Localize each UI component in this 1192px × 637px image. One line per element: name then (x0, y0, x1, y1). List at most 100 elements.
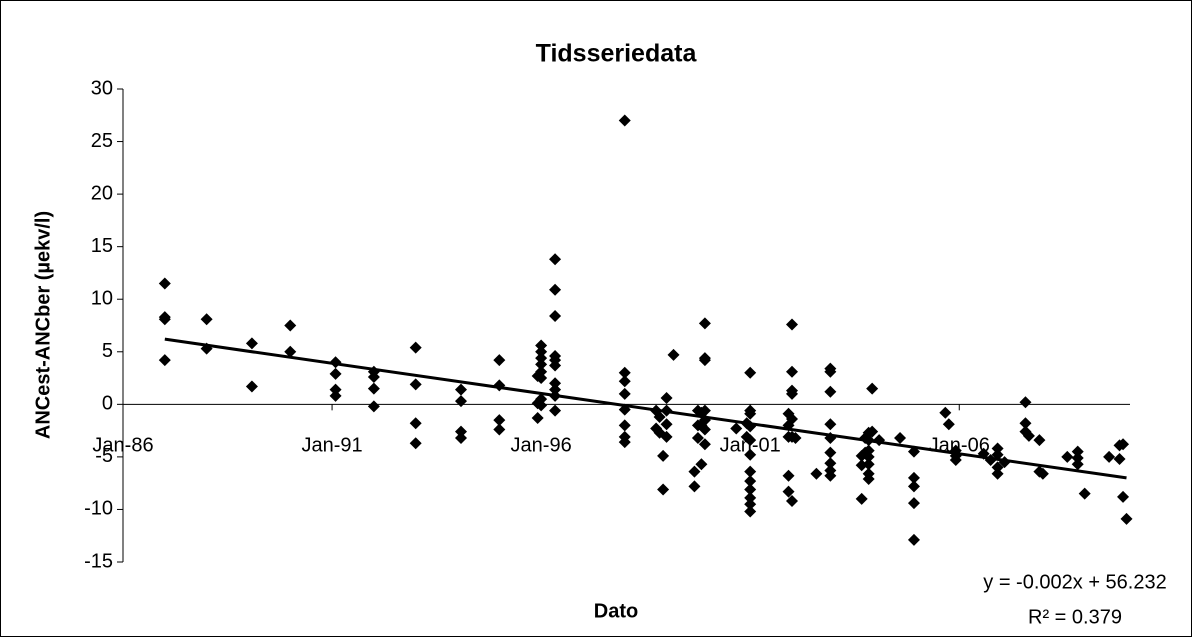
data-point (744, 483, 757, 496)
x-tick-label: Jan-96 (511, 435, 572, 457)
data-point (688, 480, 701, 493)
data-point (454, 431, 467, 444)
data-point (855, 492, 868, 505)
data-point (789, 431, 802, 444)
data-point (991, 442, 1004, 455)
data-point (786, 365, 799, 378)
y-tick-label: -10 (84, 498, 113, 520)
data-point (786, 413, 799, 426)
data-point (786, 387, 799, 400)
data-point (824, 446, 837, 459)
y-tick-label: 0 (102, 393, 113, 415)
data-point (866, 425, 879, 438)
data-point (991, 467, 1004, 480)
data-point (245, 337, 258, 350)
data-point (618, 387, 631, 400)
data-point (698, 423, 711, 436)
data-point (1071, 445, 1084, 458)
data-point (535, 352, 548, 365)
data-point (657, 449, 670, 462)
data-point (535, 365, 548, 378)
x-axis-title: Dato (594, 600, 638, 622)
data-point (1071, 458, 1084, 471)
y-tick-label: -5 (95, 445, 113, 467)
data-point (1078, 487, 1091, 500)
data-point (660, 418, 673, 431)
data-point (907, 471, 920, 484)
data-point (535, 393, 548, 406)
data-point (907, 480, 920, 493)
x-tick-label: Jan-86 (92, 435, 153, 457)
data-point (1117, 490, 1130, 503)
data-point (618, 114, 631, 127)
data-point (1036, 467, 1049, 480)
data-point (744, 434, 757, 447)
data-point (409, 378, 422, 391)
data-point (549, 377, 562, 390)
data-point (284, 319, 297, 332)
data-point (782, 485, 795, 498)
trend-equation: y = -0.002x + 56.232 (983, 571, 1166, 593)
data-point (535, 358, 548, 371)
data-point (744, 498, 757, 511)
data-point (862, 444, 875, 457)
data-point (786, 318, 799, 331)
data-point (657, 483, 670, 496)
data-point (691, 431, 704, 444)
data-point (695, 458, 708, 471)
data-point (535, 339, 548, 352)
data-point (549, 253, 562, 266)
data-point (824, 418, 837, 431)
y-tick-label: 25 (91, 130, 113, 152)
data-point (660, 392, 673, 405)
data-point (824, 385, 837, 398)
data-point (1061, 450, 1074, 463)
data-point (824, 365, 837, 378)
y-tick-label: 5 (102, 340, 113, 362)
data-point (907, 497, 920, 510)
data-point (698, 354, 711, 367)
data-point (454, 395, 467, 408)
data-point (667, 348, 680, 361)
data-point (409, 437, 422, 450)
data-point (660, 430, 673, 443)
data-point (1113, 452, 1126, 465)
data-point (730, 422, 743, 435)
y-tick-label: -15 (84, 550, 113, 572)
data-point (409, 341, 422, 354)
data-point (535, 345, 548, 358)
trend-r-squared: R² = 0.379 (1028, 606, 1122, 628)
data-point (744, 505, 757, 518)
trendline (164, 337, 1127, 480)
data-point (688, 465, 701, 478)
data-point (454, 383, 467, 396)
data-point (618, 436, 631, 449)
data-point (618, 366, 631, 379)
data-point (1022, 429, 1035, 442)
data-point (618, 419, 631, 432)
data-point (744, 407, 757, 420)
y-tick-label: 30 (91, 77, 113, 99)
data-point (1120, 512, 1133, 525)
data-point (1117, 438, 1130, 451)
data-point (744, 475, 757, 488)
data-point (549, 310, 562, 323)
y-axis-title: ANCest-ANCber (µekv/l) (32, 211, 54, 439)
data-point (698, 404, 711, 417)
data-point (329, 367, 342, 380)
y-tick-label: 10 (91, 288, 113, 310)
data-point (786, 495, 799, 508)
data-point (493, 423, 506, 436)
data-point (782, 469, 795, 482)
data-point (907, 533, 920, 546)
data-point (329, 383, 342, 396)
data-point (549, 383, 562, 396)
data-point (535, 399, 548, 412)
data-point (549, 283, 562, 296)
data-point (158, 354, 171, 367)
data-point (493, 414, 506, 427)
data-point (744, 366, 757, 379)
data-point (824, 457, 837, 470)
data-point (329, 389, 342, 402)
